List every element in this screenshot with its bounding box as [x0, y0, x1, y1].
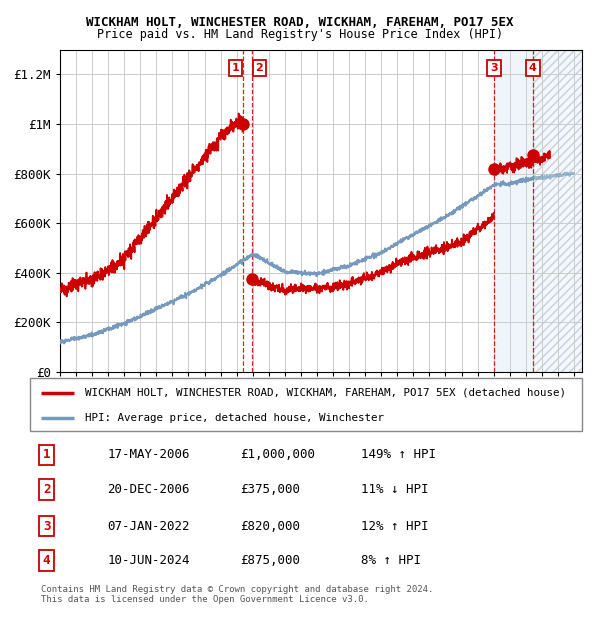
- Bar: [533, 50, 582, 372]
- Text: 12% ↑ HPI: 12% ↑ HPI: [361, 520, 428, 533]
- Text: 4: 4: [529, 63, 537, 73]
- Text: 10-JUN-2024: 10-JUN-2024: [107, 554, 190, 567]
- Text: 17-MAY-2006: 17-MAY-2006: [107, 448, 190, 461]
- Text: 1: 1: [232, 63, 239, 73]
- Text: 3: 3: [43, 520, 50, 533]
- Bar: [494, 50, 533, 372]
- Text: WICKHAM HOLT, WINCHESTER ROAD, WICKHAM, FAREHAM, PO17 5EX: WICKHAM HOLT, WINCHESTER ROAD, WICKHAM, …: [86, 16, 514, 29]
- Text: £375,000: £375,000: [240, 483, 300, 496]
- Text: WICKHAM HOLT, WINCHESTER ROAD, WICKHAM, FAREHAM, PO17 5EX (detached house): WICKHAM HOLT, WINCHESTER ROAD, WICKHAM, …: [85, 388, 566, 398]
- Text: 11% ↓ HPI: 11% ↓ HPI: [361, 483, 428, 496]
- Text: 2: 2: [256, 63, 263, 73]
- Text: 4: 4: [43, 554, 50, 567]
- Text: 3: 3: [490, 63, 498, 73]
- Text: Contains HM Land Registry data © Crown copyright and database right 2024.
This d: Contains HM Land Registry data © Crown c…: [41, 585, 433, 604]
- Bar: [533, 50, 582, 372]
- Text: 2: 2: [43, 483, 50, 496]
- Text: £820,000: £820,000: [240, 520, 300, 533]
- Text: 07-JAN-2022: 07-JAN-2022: [107, 520, 190, 533]
- Text: 1: 1: [43, 448, 50, 461]
- Text: HPI: Average price, detached house, Winchester: HPI: Average price, detached house, Winc…: [85, 413, 384, 423]
- Text: 8% ↑ HPI: 8% ↑ HPI: [361, 554, 421, 567]
- Text: 149% ↑ HPI: 149% ↑ HPI: [361, 448, 436, 461]
- Text: 20-DEC-2006: 20-DEC-2006: [107, 483, 190, 496]
- Text: £1,000,000: £1,000,000: [240, 448, 315, 461]
- FancyBboxPatch shape: [30, 378, 582, 431]
- Text: Price paid vs. HM Land Registry's House Price Index (HPI): Price paid vs. HM Land Registry's House …: [97, 28, 503, 41]
- Text: £875,000: £875,000: [240, 554, 300, 567]
